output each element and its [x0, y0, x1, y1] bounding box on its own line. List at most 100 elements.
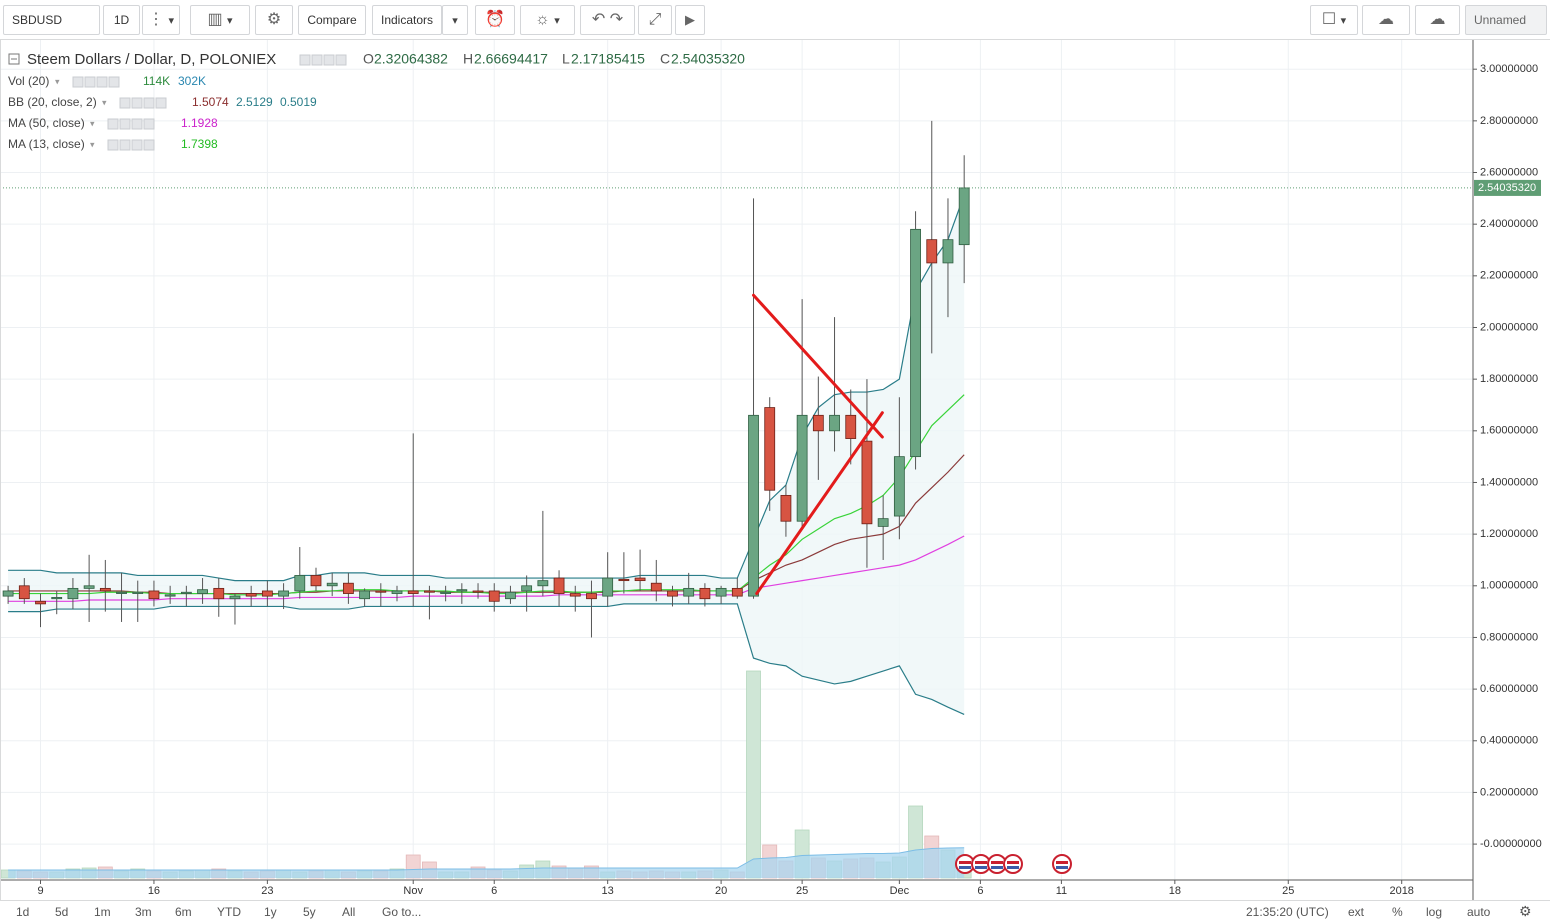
- ohlc-value: 2.32064382: [374, 51, 448, 67]
- study-line: [8, 603, 965, 716]
- legend-icon: [107, 139, 119, 151]
- symbol-input[interactable]: SBDUSD: [3, 5, 100, 35]
- candle-body: [407, 590, 419, 594]
- study-value: 302K: [178, 74, 206, 88]
- x-tick-label: 6: [977, 885, 983, 897]
- load-button[interactable]: ☁: [1362, 5, 1410, 35]
- event-flag-stripe: [1056, 866, 1068, 869]
- legend-icon: [131, 118, 143, 130]
- study-caret: ▾: [90, 118, 95, 128]
- candle-body: [942, 239, 954, 264]
- ideas-button[interactable]: ☼ ▾: [520, 5, 575, 35]
- candle-body: [132, 591, 144, 594]
- legend-icon: [131, 97, 143, 109]
- candle-body: [861, 440, 873, 525]
- event-flag-stripe: [1007, 861, 1019, 864]
- chart-settings[interactable]: ⚙: [1519, 903, 1532, 919]
- y-tick-label: 2.40000000: [1480, 218, 1538, 230]
- candle-body: [375, 590, 387, 593]
- range-button[interactable]: 6m: [175, 905, 192, 919]
- candle-body: [667, 590, 678, 597]
- scale-option[interactable]: %: [1392, 905, 1403, 919]
- settings-button[interactable]: ⚙: [255, 5, 293, 35]
- y-tick-label: 1.80000000: [1480, 373, 1538, 385]
- candle-body: [326, 582, 338, 587]
- goto-button[interactable]: Go to...: [382, 905, 422, 919]
- x-tick-label: 9: [37, 885, 43, 897]
- candle-body: [926, 239, 938, 264]
- study-line: [8, 394, 965, 596]
- candle-body: [229, 595, 241, 600]
- candle-body: [488, 590, 500, 602]
- event-flag-stripe: [959, 866, 971, 869]
- indicators-button[interactable]: Indicators: [372, 5, 442, 35]
- last-price-label: 2.54035320: [1478, 182, 1536, 194]
- study-value: 1.1928: [181, 116, 218, 130]
- candle-body: [829, 414, 840, 432]
- candle-body: [699, 587, 711, 600]
- candle-body: [18, 585, 30, 600]
- y-tick-label: 2.20000000: [1480, 270, 1538, 282]
- range-button[interactable]: All: [342, 905, 356, 919]
- candle-body: [51, 597, 63, 600]
- undo-redo[interactable]: ↶ ↷: [580, 5, 635, 35]
- layout-button[interactable]: ☐ ▾: [1310, 5, 1358, 35]
- candle-body: [472, 590, 484, 593]
- indicators-menu[interactable]: ▾: [442, 5, 468, 35]
- candle-body: [310, 575, 322, 587]
- interval-button[interactable]: 1D: [103, 5, 140, 35]
- scale-option[interactable]: ext: [1348, 905, 1365, 919]
- candle-body: [391, 590, 403, 594]
- candle-body: [342, 582, 354, 594]
- candle-body: [683, 587, 695, 597]
- study-caret: ▾: [55, 76, 60, 86]
- chart-style-button[interactable]: ▥ ▾: [190, 5, 250, 35]
- ohlc-key: H: [463, 51, 473, 67]
- fullscreen-button[interactable]: ⤢: [638, 5, 672, 35]
- range-button[interactable]: 5y: [303, 905, 316, 919]
- scale-option[interactable]: auto: [1467, 905, 1491, 919]
- y-tick-label: 3.00000000: [1480, 63, 1538, 75]
- study-name: BB (20, close, 2): [8, 95, 97, 109]
- x-tick-label: 25: [1282, 885, 1294, 897]
- candle-body: [456, 589, 468, 592]
- study-caret: ▾: [102, 97, 107, 107]
- candle-body: [148, 590, 160, 600]
- scale-option[interactable]: log: [1426, 905, 1443, 919]
- compare-button[interactable]: Compare: [298, 5, 366, 35]
- save-button[interactable]: ☁: [1415, 5, 1460, 35]
- y-tick-label: 1.60000000: [1480, 425, 1538, 437]
- candle-body: [731, 587, 743, 597]
- candle-body: [213, 587, 225, 600]
- y-tick-label: 1.00000000: [1480, 580, 1538, 592]
- range-button[interactable]: 1y: [264, 905, 277, 919]
- x-tick-label: 11: [1056, 885, 1067, 897]
- candle-body: [796, 414, 808, 522]
- x-tick-label: 6: [491, 885, 497, 897]
- layout-name[interactable]: Unnamed: [1465, 5, 1547, 35]
- x-tick-label: 25: [796, 885, 808, 897]
- study-line: [8, 535, 965, 602]
- candle-body: [845, 414, 857, 439]
- candle-body: [35, 600, 46, 605]
- alert-button[interactable]: ⏰: [475, 5, 515, 35]
- range-button[interactable]: 5d: [55, 905, 69, 919]
- candle-body: [893, 456, 905, 517]
- replay-button[interactable]: ▶: [675, 5, 705, 35]
- interval-menu[interactable]: ⋮ ▾: [142, 5, 180, 35]
- y-tick-label: -0.00000000: [1480, 838, 1542, 850]
- range-button[interactable]: 3m: [135, 905, 152, 919]
- x-tick-label: 20: [715, 885, 727, 897]
- event-flag-stripe: [975, 866, 987, 869]
- x-tick-label: 13: [602, 885, 614, 897]
- candle-body: [764, 407, 776, 491]
- candle-body: [67, 587, 79, 600]
- range-button[interactable]: 1d: [16, 905, 30, 919]
- legend-icon: [155, 97, 167, 109]
- range-button[interactable]: 1m: [94, 905, 111, 919]
- ohlc-key: O: [363, 51, 374, 67]
- range-button[interactable]: YTD: [217, 905, 241, 919]
- y-tick-label: 2.80000000: [1480, 115, 1538, 127]
- y-tick-label: 0.60000000: [1480, 683, 1538, 695]
- event-flag-stripe: [991, 861, 1003, 864]
